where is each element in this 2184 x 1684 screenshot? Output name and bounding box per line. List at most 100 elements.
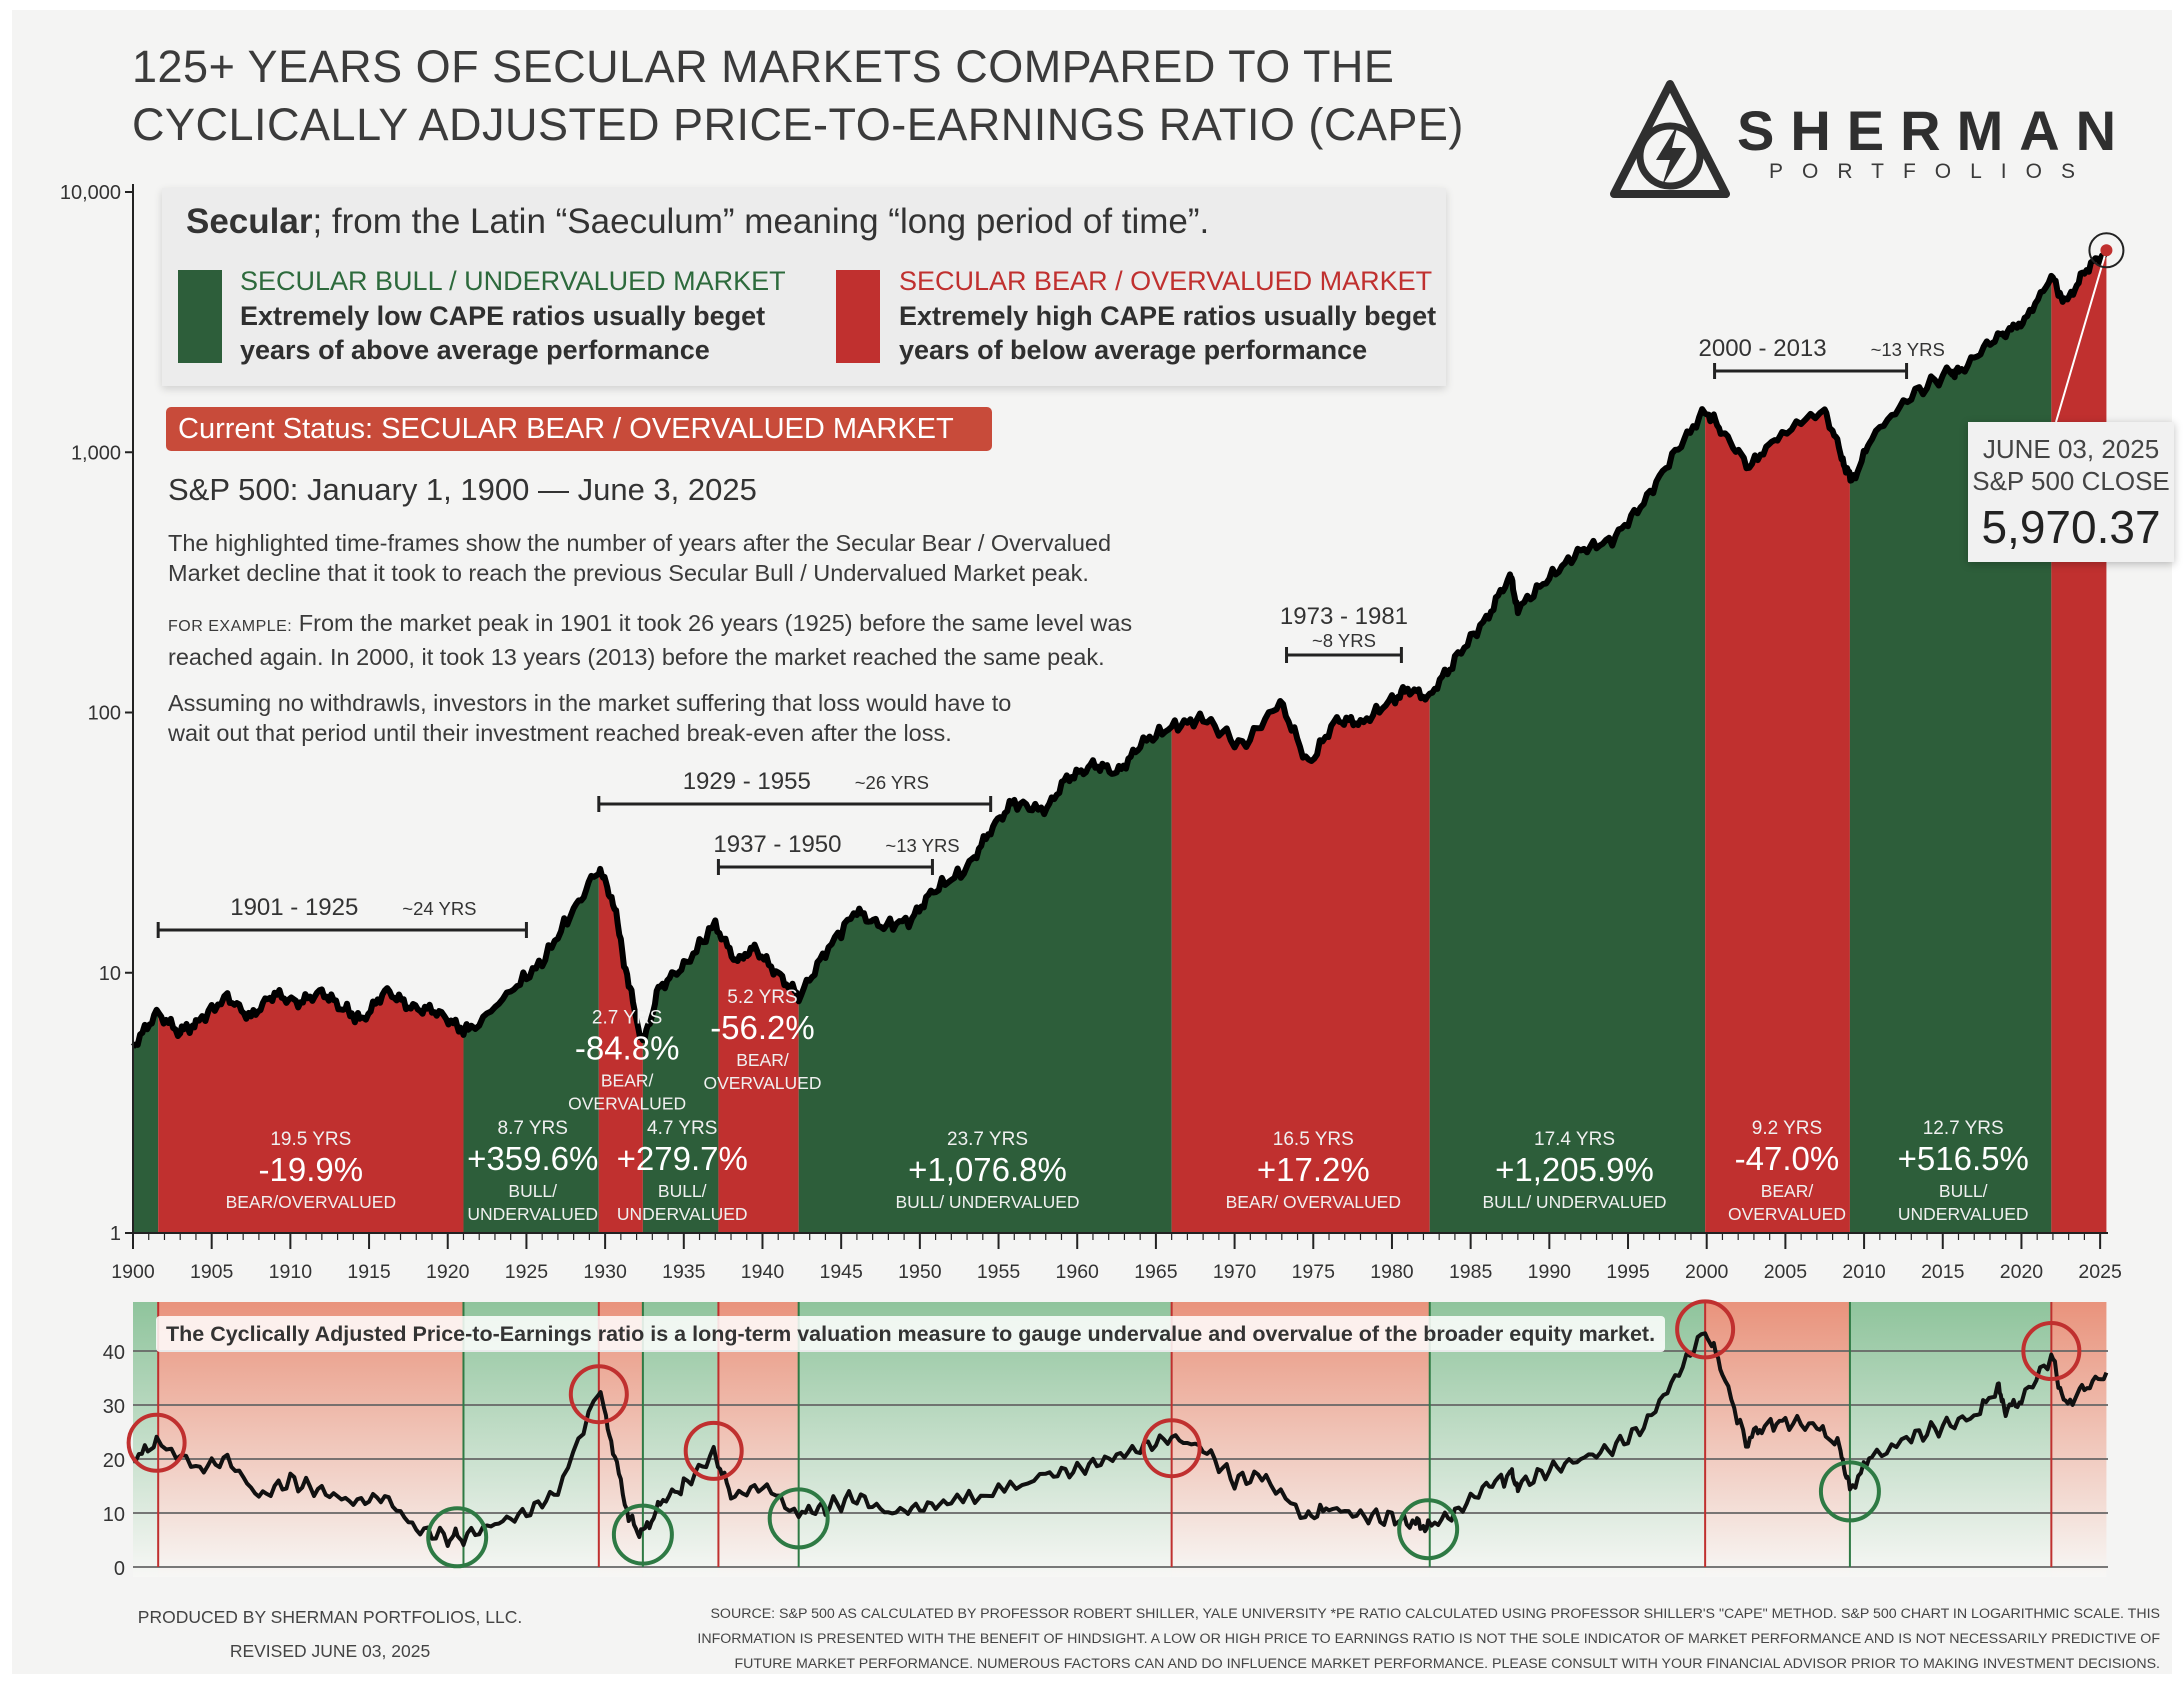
example-paragraph: FOR EXAMPLE: From the market peak in 190… — [168, 608, 1132, 672]
example-label: FOR EXAMPLE: — [168, 618, 293, 635]
y-tick-label: 10,000 — [60, 182, 121, 204]
x-tick-label: 1930 — [583, 1261, 627, 1283]
period-desc-label: BEAR/ — [601, 1070, 654, 1090]
period-pct-label: +359.6% — [467, 1140, 598, 1177]
period-years-label: 17.4 YRS — [1534, 1129, 1615, 1150]
period-area-bear — [1171, 686, 1430, 1233]
source-disclaimer: SOURCE: S&P 500 AS CALCULATED BY PROFESS… — [697, 1606, 2160, 1672]
lightning-triangle-icon — [1610, 80, 1730, 198]
period-desc-label: BULL/ — [508, 1181, 557, 1201]
x-tick-label: 1995 — [1606, 1261, 1650, 1283]
period-desc-label: UNDERVALUED — [467, 1204, 598, 1224]
callout-label: S&P 500 CLOSE — [1972, 466, 2170, 496]
period-area-bull — [1849, 275, 2052, 1233]
paragraph-line: wait out that period until their investm… — [168, 720, 952, 746]
y-tick-label: 100 — [88, 703, 121, 725]
logo-subtitle: PORTFOLIOS — [1769, 160, 2094, 183]
period-years-label: 2.7 YRS — [592, 1007, 662, 1028]
revised-date: REVISED JUNE 03, 2025 — [229, 1641, 431, 1661]
period-bracket-duration: ~24 YRS — [402, 898, 476, 919]
x-tick-label: 1950 — [898, 1261, 942, 1283]
y-tick-label: 10 — [99, 963, 121, 985]
x-tick-label: 1955 — [977, 1261, 1021, 1283]
period-desc-label: UNDERVALUED — [1898, 1204, 2029, 1224]
cape-high-circle — [568, 1364, 629, 1425]
cape-high-circle — [126, 1412, 187, 1473]
bear-legend-text: Extremely high CAPE ratios usually beget… — [899, 299, 1436, 367]
period-years-label: 19.5 YRS — [270, 1129, 351, 1150]
period-bracket-duration: ~13 YRS — [885, 835, 959, 856]
period-area-bull — [463, 873, 599, 1233]
cape-low-circle — [426, 1506, 489, 1569]
cape-band-bear — [1705, 1302, 1850, 1577]
y-tick-label: 1 — [110, 1223, 121, 1245]
bear-legend-title: SECULAR BEAR / OVERVALUED MARKET — [899, 266, 1433, 296]
period-area-bear — [718, 932, 799, 1233]
period-desc-label: OVERVALUED — [1728, 1204, 1846, 1224]
period-bracket-label: 2000 - 2013 — [1699, 335, 1827, 362]
logo-wordmark: SHERMAN — [1737, 99, 2133, 162]
period-bracket-duration: ~26 YRS — [855, 772, 929, 793]
period-desc-label: BEAR/ OVERVALUED — [1226, 1192, 1401, 1212]
explanation-paragraph: The highlighted time-frames show the num… — [168, 528, 1111, 588]
period-pct-label: -47.0% — [1735, 1140, 1840, 1177]
period-desc-label: OVERVALUED — [703, 1073, 821, 1093]
x-tick-label: 2025 — [2078, 1261, 2122, 1283]
period-bracket-duration: ~13 YRS — [1871, 339, 1945, 360]
x-tick-label: 1945 — [819, 1261, 863, 1283]
period-pct-label: -84.8% — [575, 1029, 680, 1066]
cape-low-circle — [611, 1503, 674, 1566]
cape-y-tick-label: 40 — [103, 1342, 125, 1364]
period-desc-label: BEAR/ — [736, 1050, 789, 1070]
paragraph-line: The highlighted time-frames show the num… — [168, 530, 1112, 556]
cape-y-tick-label: 30 — [103, 1396, 125, 1418]
x-tick-label: 1990 — [1528, 1261, 1572, 1283]
paragraph-line: FOR EXAMPLE: From the market peak in 190… — [168, 608, 1132, 642]
cape-y-tick-label: 10 — [103, 1504, 125, 1526]
secular-word: Secular — [186, 202, 313, 241]
x-tick-label: 2005 — [1764, 1261, 1808, 1283]
page-title: 125+ YEARS OF SECULAR MARKETS COMPARED T… — [132, 38, 1464, 154]
bear-swatch — [836, 270, 880, 363]
period-pct-label: +516.5% — [1898, 1140, 2029, 1177]
cape-low-circle — [1397, 1498, 1460, 1561]
period-bracket-label: 1937 - 1950 — [713, 831, 841, 858]
x-tick-label: 1920 — [426, 1261, 470, 1283]
x-tick-label: 1960 — [1056, 1261, 1100, 1283]
cape-low-circle — [767, 1487, 830, 1550]
period-years-label: 9.2 YRS — [1752, 1118, 1822, 1139]
paragraph-line: Market decline that it took to reach the… — [168, 560, 1089, 586]
period-pct-label: +279.7% — [617, 1140, 748, 1177]
period-bracket-duration: ~8 YRS — [1312, 630, 1376, 651]
callout-value: 5,970.37 — [1981, 501, 2161, 553]
period-area-bull — [798, 726, 1172, 1233]
infographic-page: 1 10 100 1,000 10,000 1900 1905 1910 1915 1920 192… — [12, 10, 2174, 1674]
breakeven-paragraph: Assuming no withdrawls, investors in the… — [168, 688, 1011, 748]
x-tick-label: 1975 — [1292, 1261, 1336, 1283]
period-desc-label: BULL/ — [1939, 1181, 1988, 1201]
bull-swatch — [178, 270, 222, 363]
period-desc-label: BEAR/ — [1761, 1181, 1814, 1201]
period-years-label: 12.7 YRS — [1923, 1118, 2004, 1139]
latest-close-dot — [2100, 244, 2113, 257]
callout-date: JUNE 03, 2025 — [1982, 434, 2160, 464]
period-area-bull — [1429, 409, 1706, 1233]
period-area-bull — [133, 1009, 159, 1233]
cape-high-circle — [1675, 1299, 1736, 1360]
x-tick-label: 1900 — [111, 1261, 155, 1283]
bear-legend-line: years of below average performance — [899, 335, 1368, 365]
period-area-bear — [2051, 250, 2107, 1234]
period-pct-label: -56.2% — [710, 1009, 815, 1046]
bear-legend-line: Extremely high CAPE ratios usually beget — [899, 301, 1437, 331]
sp500-chart: 1 10 100 1,000 10,000 1900 1905 1910 1915 1920 192… — [60, 182, 2125, 1283]
cape-high-circle — [2021, 1321, 2082, 1381]
definition-box: Secular; from the Latin “Saeculum” meani… — [162, 188, 1446, 386]
x-tick-label: 1970 — [1213, 1261, 1257, 1283]
period-years-label: 16.5 YRS — [1273, 1129, 1354, 1150]
period-pct-label: +17.2% — [1257, 1151, 1370, 1188]
producer-line: PRODUCED BY SHERMAN PORTFOLIOS, LLC. — [137, 1607, 523, 1627]
cape-high-circle — [1141, 1418, 1202, 1479]
x-tick-label: 1965 — [1134, 1261, 1178, 1283]
period-desc-label: BEAR/OVERVALUED — [226, 1192, 397, 1212]
period-area-bear — [158, 988, 464, 1233]
